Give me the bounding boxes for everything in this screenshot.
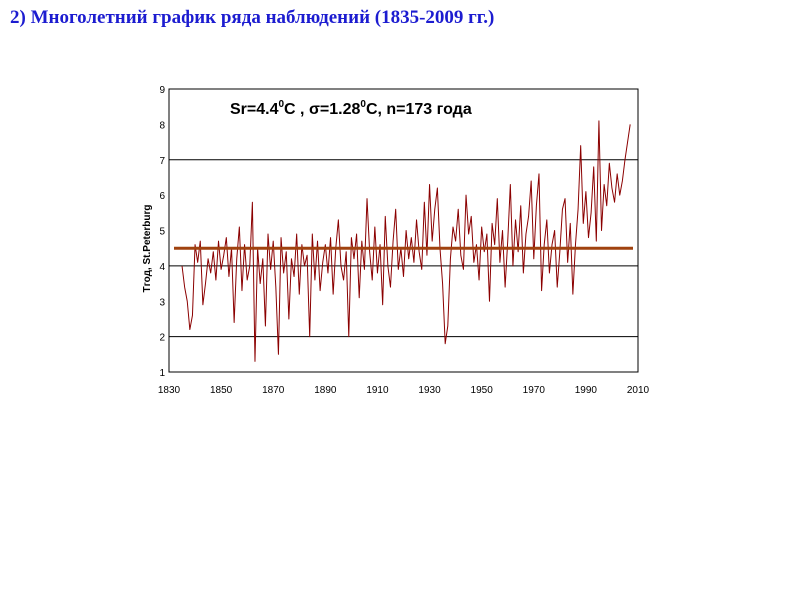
y-axis-label: Тгод, St.Peterburg <box>142 204 153 292</box>
x-tick-label: 1910 <box>366 385 389 396</box>
y-axis-ticks: 1 2 3 4 5 6 7 8 9 <box>159 85 165 379</box>
x-tick-label: 1950 <box>471 385 494 396</box>
x-tick-label: 1930 <box>418 385 441 396</box>
x-tick-label: 1990 <box>575 385 598 396</box>
y-tick-label: 9 <box>159 85 165 96</box>
y-tick-label: 5 <box>159 227 165 238</box>
x-tick-label: 1850 <box>210 385 233 396</box>
y-tick-label: 1 <box>159 368 165 379</box>
stats-annotation: Sr=4.40C , σ=1.280C, n=173 года <box>230 99 472 118</box>
series-temperature <box>181 120 631 362</box>
annotation-sr: Sr=4.4 <box>230 101 279 118</box>
x-tick-label: 1970 <box>523 385 546 396</box>
annotation-sigma-sup: 0 <box>360 99 366 110</box>
annotation-sr-sup: 0 <box>278 99 284 110</box>
y-tick-label: 4 <box>159 262 165 273</box>
x-axis-ticks: 1830 1850 1870 1890 1910 1930 1950 1970 1990 2010 <box>158 385 650 396</box>
x-tick-label: 1870 <box>262 385 285 396</box>
plot-area-frame <box>168 88 639 373</box>
annotation-sr-unit: C , σ=1.28 <box>284 101 360 118</box>
y-tick-label: 8 <box>159 120 165 131</box>
x-tick-label: 1830 <box>158 385 181 396</box>
x-tick-label: 2010 <box>627 385 650 396</box>
slide-title: 2) Многолетний график ряда наблюдений (1… <box>10 7 495 28</box>
y-tick-label: 6 <box>159 191 165 202</box>
y-tick-label: 2 <box>159 333 165 344</box>
y-tick-label: 3 <box>159 297 165 308</box>
series-line-0 <box>181 120 631 362</box>
y-tick-label: 7 <box>159 156 165 167</box>
x-tick-label: 1890 <box>314 385 337 396</box>
annotation-sigma-unit: C, n=173 года <box>366 101 472 118</box>
grid-lines <box>169 159 638 338</box>
